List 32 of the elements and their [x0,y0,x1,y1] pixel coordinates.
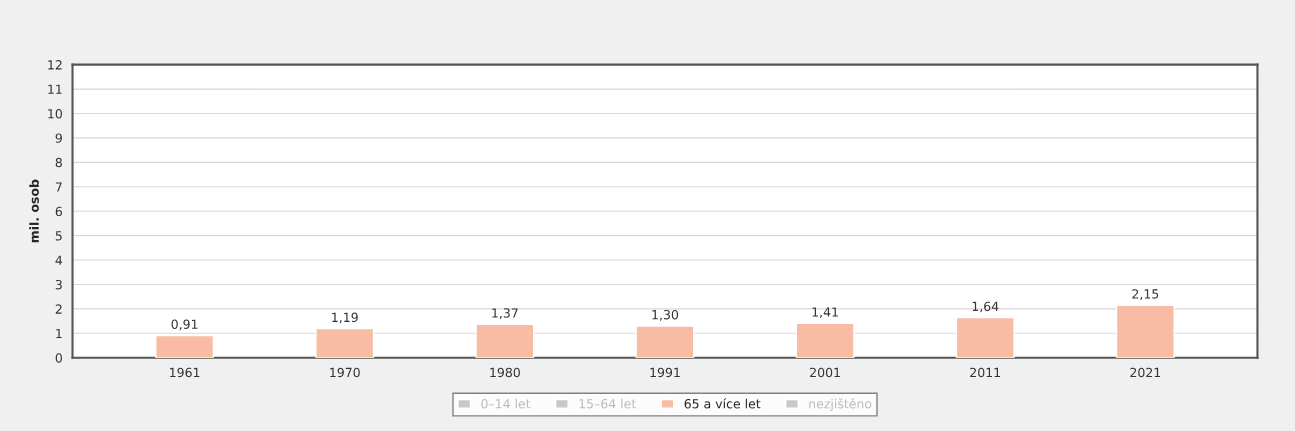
x-tick-label: 1980 [490,367,520,378]
x-tick-label: 2021 [1130,367,1161,378]
y-tick-label: 5 [55,231,62,241]
y-tick-label: 10 [48,108,62,119]
data-label: 1,19 [332,312,358,324]
data-label: 0,91 [171,319,198,331]
y-tick-label: 7 [55,182,62,192]
y-tick-label: 0 [55,353,62,363]
y-axis-title: mil. osob [29,179,39,243]
y-tick-label: 4 [55,255,63,265]
y-tick-label: 1 [56,328,62,339]
x-tick-label: 2011 [970,367,1000,378]
legend-label: nezjištěno [809,398,872,411]
y-tick-label: 11 [48,84,62,94]
x-tick-label: 1991 [650,367,680,378]
x-tick-label: 1970 [330,367,360,378]
y-tick-label: 8 [55,157,62,168]
data-label: 1,41 [812,307,838,318]
x-tick-label: 2001 [810,367,840,378]
legend-label: 65 a více let [684,398,761,409]
data-label: 2,15 [1132,289,1159,300]
x-tick-label: 1961 [170,367,200,378]
data-label: 1,30 [652,309,679,321]
y-tick-label: 3 [55,279,62,290]
data-label: 1,64 [972,301,999,313]
data-label: 1,37 [492,308,518,319]
y-tick-label: 6 [55,206,63,217]
y-tick-label: 9 [55,133,62,143]
y-tick-label: 2 [55,304,62,314]
y-tick-label: 12 [48,60,62,70]
legend-label: 0–14 let [481,398,531,409]
legend-label: 15–64 let [579,398,636,409]
